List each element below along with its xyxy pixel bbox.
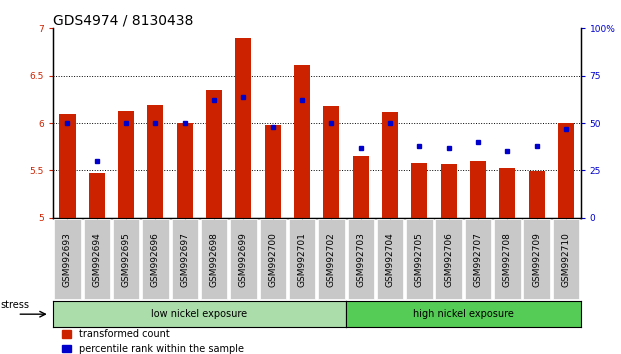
Text: GSM992695: GSM992695: [122, 232, 130, 287]
Text: GSM992706: GSM992706: [444, 232, 453, 287]
Text: GSM992697: GSM992697: [180, 232, 189, 287]
Text: GSM992705: GSM992705: [415, 232, 424, 287]
Bar: [235, 38, 252, 218]
Bar: [89, 173, 105, 218]
Bar: [353, 156, 369, 218]
Bar: [558, 123, 574, 218]
Text: GSM992704: GSM992704: [386, 232, 394, 287]
Bar: [382, 112, 398, 218]
Bar: [265, 125, 281, 218]
Text: high nickel exposure: high nickel exposure: [413, 309, 514, 319]
Bar: [470, 161, 486, 218]
Text: GSM992708: GSM992708: [503, 232, 512, 287]
Legend: transformed count, percentile rank within the sample: transformed count, percentile rank withi…: [58, 325, 248, 354]
Text: GDS4974 / 8130438: GDS4974 / 8130438: [53, 13, 193, 27]
Text: GSM992698: GSM992698: [209, 232, 219, 287]
Text: GSM992696: GSM992696: [151, 232, 160, 287]
Bar: [60, 114, 76, 218]
Text: GSM992693: GSM992693: [63, 232, 72, 287]
Text: GSM992702: GSM992702: [327, 232, 336, 287]
Text: stress: stress: [0, 300, 29, 310]
Text: GSM992701: GSM992701: [297, 232, 307, 287]
Bar: [206, 90, 222, 218]
Text: GSM992707: GSM992707: [473, 232, 483, 287]
Bar: [441, 164, 456, 218]
Bar: [294, 65, 310, 218]
Bar: [118, 111, 134, 218]
Text: GSM992694: GSM992694: [93, 232, 101, 287]
Bar: [324, 106, 340, 218]
Bar: [177, 123, 193, 218]
Text: GSM992700: GSM992700: [268, 232, 277, 287]
Bar: [147, 105, 163, 218]
Text: low nickel exposure: low nickel exposure: [152, 309, 248, 319]
Bar: [499, 169, 515, 218]
Text: GSM992703: GSM992703: [356, 232, 365, 287]
Text: GSM992699: GSM992699: [239, 232, 248, 287]
Text: GSM992709: GSM992709: [532, 232, 541, 287]
Bar: [411, 163, 427, 218]
Text: GSM992710: GSM992710: [561, 232, 571, 287]
Bar: [528, 171, 545, 218]
